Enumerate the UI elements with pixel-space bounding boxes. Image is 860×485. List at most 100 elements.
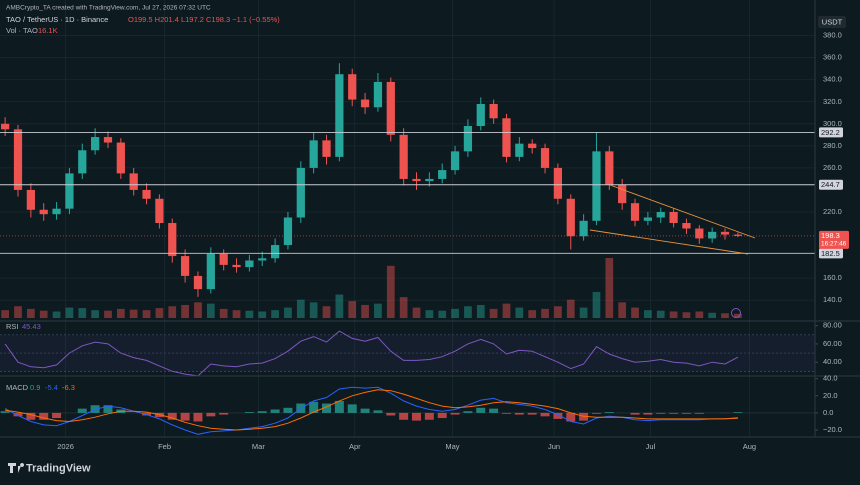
histogram-bar: [0, 411, 10, 413]
credit: AMBCrypto_TA created with TradingView.co…: [6, 5, 211, 12]
candle-body: [360, 99, 370, 108]
y-tick-label: 380.0: [823, 31, 842, 40]
x-tick-label: Jun: [548, 442, 560, 451]
histogram-bar: [411, 412, 421, 421]
histogram-bar: [39, 412, 49, 420]
volume-bar: [489, 308, 498, 318]
level-label: 244.7: [821, 180, 840, 189]
volume-bar: [438, 310, 447, 318]
candle-body: [168, 223, 177, 257]
histogram-bar: [244, 412, 254, 413]
volume-bar: [734, 313, 742, 318]
candle-body: [258, 258, 267, 261]
candle-body: [425, 178, 434, 182]
histogram-bar: [26, 412, 36, 420]
candle-body: [489, 103, 498, 119]
histogram-bar: [553, 412, 563, 419]
histogram-bar: [489, 408, 499, 413]
histogram-bar: [219, 412, 229, 415]
histogram-bar: [399, 412, 409, 420]
rsi-band: [0, 334, 815, 372]
histogram-bar: [437, 412, 447, 419]
candle-body: [142, 189, 151, 199]
macd-title: MACD: [6, 383, 29, 392]
y-tick-label: 0.0: [823, 408, 833, 417]
y-tick-label: 80.00: [823, 321, 842, 330]
candle-body: [103, 137, 113, 143]
currency: USDT: [822, 17, 843, 26]
volume-bar: [91, 310, 99, 318]
candle-body: [322, 140, 331, 157]
volume-bar: [618, 302, 627, 318]
volume-bar: [361, 304, 369, 318]
candle-body: [373, 81, 383, 108]
y-tick-label: 340.0: [823, 75, 842, 84]
volume-readout: 16.1K: [38, 26, 58, 35]
volume-bar: [52, 311, 61, 318]
trendline: [609, 184, 756, 239]
volume-bar: [335, 294, 344, 318]
candle-body: [219, 253, 228, 265]
candle-body: [129, 173, 138, 190]
candle-body: [270, 245, 280, 259]
histogram-bar: [270, 409, 280, 413]
volume-bar: [26, 308, 35, 318]
volume-bar: [425, 310, 434, 318]
histogram-bar: [309, 401, 319, 413]
candle-body: [450, 151, 460, 171]
logo-text: TradingView: [26, 462, 91, 474]
histogram-bar: [604, 412, 614, 413]
volume-bar: [155, 308, 164, 318]
candle-body: [528, 143, 537, 149]
volume-bar: [168, 306, 177, 318]
volume-bar: [116, 308, 125, 318]
histogram-bar: [540, 412, 550, 417]
candle-body: [669, 211, 678, 224]
histogram-bar: [180, 412, 190, 421]
candle-body: [193, 275, 203, 290]
volume-bar: [476, 304, 485, 318]
candle-body: [348, 74, 357, 100]
histogram-bar: [13, 412, 23, 417]
y-tick-label: 40.00: [823, 357, 842, 366]
histogram-bar: [257, 411, 267, 413]
histogram-bar: [373, 410, 383, 413]
candle-body: [116, 142, 125, 174]
grid: [0, 0, 818, 437]
histogram-bar: [424, 412, 434, 420]
macd-hist-readout: 0.9: [30, 383, 40, 392]
y-tick-label: 260.0: [823, 163, 842, 172]
candle-body: [386, 81, 395, 135]
volume-bar: [14, 306, 22, 318]
volume-bar: [412, 307, 421, 318]
x-tick-label: Apr: [349, 442, 361, 451]
logo: TradingView: [8, 462, 91, 474]
candle-body: [399, 134, 408, 179]
y-tick-label: 140.0: [823, 295, 842, 304]
volume-bar: [528, 310, 537, 318]
histogram-bar: [283, 407, 293, 413]
candle-body: [78, 150, 87, 174]
candle-body: [579, 220, 588, 237]
volume-bar: [656, 310, 665, 318]
alert-icon: [731, 308, 741, 318]
symbol: TAO / TetherUS · 1D · Binance: [6, 15, 108, 24]
histogram-bar: [733, 412, 743, 413]
histogram-bar: [103, 405, 113, 413]
candle-body: [13, 129, 23, 190]
volume-bar: [464, 306, 472, 318]
volume-bar: [682, 312, 691, 318]
histogram-bar: [167, 412, 177, 420]
volume-bar: [104, 310, 112, 318]
candle-body: [155, 198, 164, 224]
plot: [0, 63, 815, 435]
countdown: 16:27:46: [821, 241, 847, 248]
level-label: 292.2: [821, 128, 840, 137]
volume-bar: [271, 310, 279, 318]
volume-bar: [399, 297, 408, 318]
volume-bar: [502, 303, 511, 318]
candle-body: [412, 178, 421, 182]
rsi-readout: 45.43: [22, 322, 41, 331]
candle-body: [643, 217, 652, 221]
y-tick-label: 220.0: [823, 207, 842, 216]
